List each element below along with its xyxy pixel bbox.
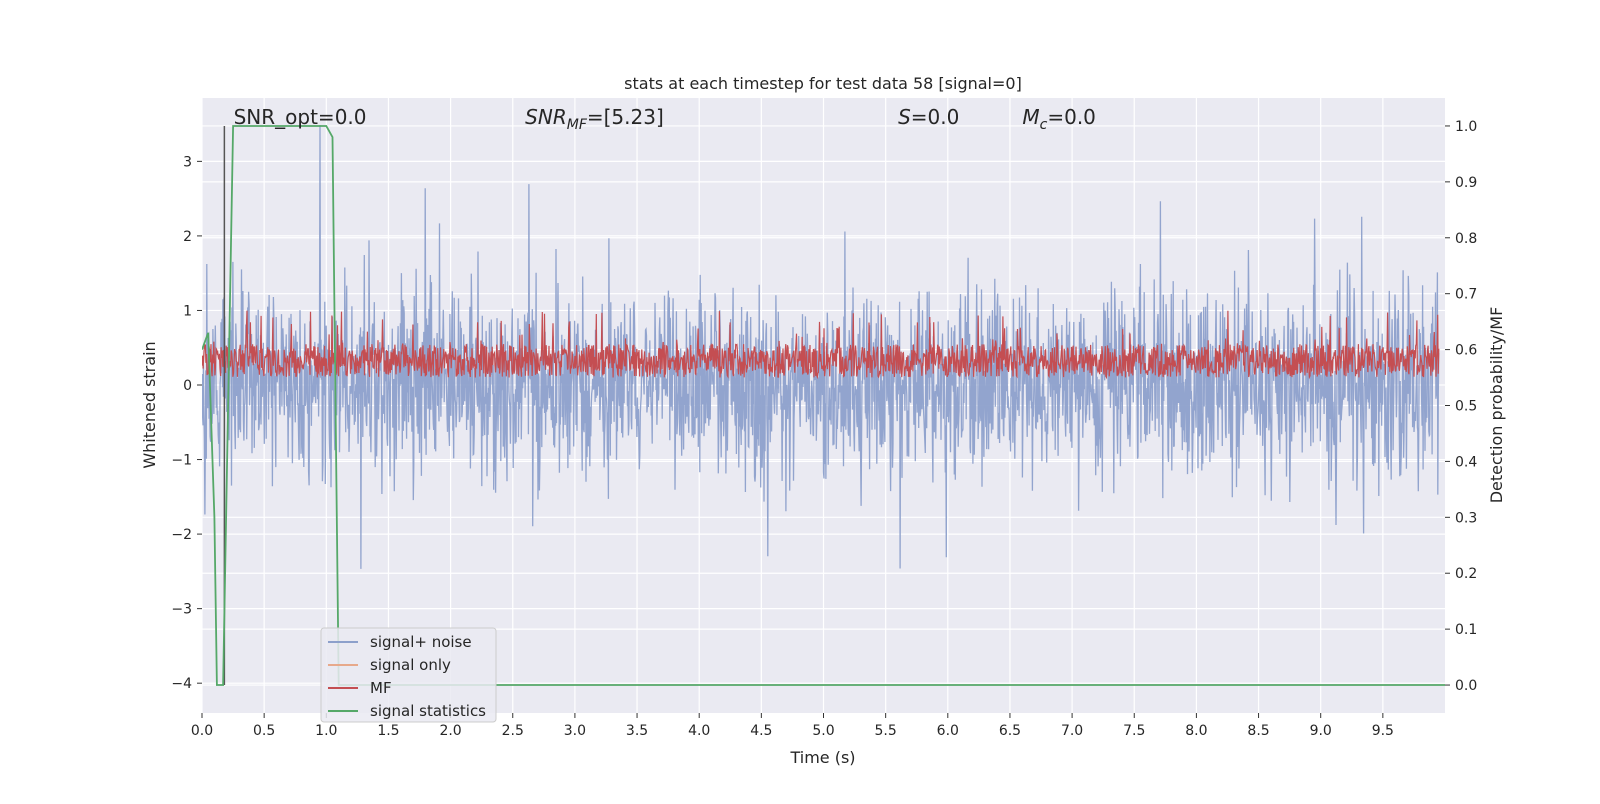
x-tick-label: 8.5 — [1247, 723, 1269, 739]
x-tick-label: 2.0 — [439, 723, 461, 739]
x-tick-label: 1.0 — [315, 723, 337, 739]
x-tick-label: 0.0 — [191, 723, 213, 739]
legend-label: signal only — [370, 656, 451, 674]
x-tick-label: 6.5 — [999, 723, 1021, 739]
y-left-tick-label: −3 — [171, 602, 192, 618]
series-mf-line — [202, 310, 1440, 380]
x-tick-label: 3.5 — [626, 723, 648, 739]
y-right-tick-label: 0.9 — [1455, 175, 1477, 191]
y-right-tick-label: 0.2 — [1455, 566, 1477, 582]
y-axis-left-label: Whitened strain — [140, 341, 159, 468]
legend-label: signal+ noise — [370, 633, 472, 651]
y-axis-right-label: Detection probability/MF — [1487, 307, 1506, 504]
y-right-tick-label: 0.4 — [1455, 454, 1477, 470]
chart-title: stats at each timestep for test data 58 … — [624, 74, 1022, 93]
y-left-tick-label: 2 — [183, 229, 192, 245]
annotation-layer: SNR_opt=0.0 SNRMF=[5.23] S=0.0 Mc=0.0 — [234, 105, 1096, 133]
y-left-tick-label: 0 — [183, 378, 192, 394]
y-right-tick-label: 0.6 — [1455, 343, 1477, 359]
x-tick-label: 4.0 — [688, 723, 710, 739]
x-tick-label: 2.5 — [502, 723, 524, 739]
x-tick-label: 9.5 — [1372, 723, 1394, 739]
x-tick-label: 1.5 — [377, 723, 399, 739]
y-left-tick-label: −4 — [171, 676, 192, 692]
x-tick-label: 8.0 — [1185, 723, 1207, 739]
annotation-snr-mf: SNRMF=[5.23] — [525, 105, 664, 133]
x-tick-label: 5.5 — [875, 723, 897, 739]
x-tick-label: 9.0 — [1310, 723, 1332, 739]
y-left-tick-label: 3 — [183, 154, 192, 170]
y-right-tick-label: 0.5 — [1455, 399, 1477, 415]
y-right-tick-label: 1.0 — [1455, 119, 1477, 135]
legend-label: signal statistics — [370, 702, 486, 720]
y-right-tick-label: 0.7 — [1455, 287, 1477, 303]
y-left-tick-label: −2 — [171, 527, 192, 543]
legend-frame — [320, 627, 497, 723]
x-tick-label: 7.5 — [1123, 723, 1145, 739]
annotation-s: S=0.0 — [898, 105, 959, 129]
x-tick-label: 3.0 — [564, 723, 586, 739]
x-tick-label: 5.0 — [812, 723, 834, 739]
annotation-mc: Mc=0.0 — [1022, 105, 1096, 133]
x-tick-label: 7.0 — [1061, 723, 1083, 739]
y-right-tick-label: 0.1 — [1455, 622, 1477, 638]
y-left-tick-label: 1 — [183, 303, 192, 319]
annotation-snr-opt: SNR_opt=0.0 — [234, 105, 367, 129]
x-tick-label: 4.5 — [750, 723, 772, 739]
y-right-tick-label: 0.0 — [1455, 678, 1477, 694]
legend: signal+ noise signal only MF signal statist… — [320, 627, 497, 723]
y-right-tick-label: 0.8 — [1455, 231, 1477, 247]
y-right-tick-label: 0.3 — [1455, 510, 1477, 526]
x-tick-label: 6.0 — [937, 723, 959, 739]
x-axis-label: Time (s) — [789, 748, 855, 767]
legend-label: MF — [370, 679, 392, 697]
x-tick-label: 0.5 — [253, 723, 275, 739]
y-left-tick-label: −1 — [171, 453, 192, 469]
axis-layer: 0.0 0.5 1.0 1.5 2.0 2.5 3.0 3.5 4.0 4.5 5.0 5.5 6.0 6… — [171, 119, 1477, 739]
